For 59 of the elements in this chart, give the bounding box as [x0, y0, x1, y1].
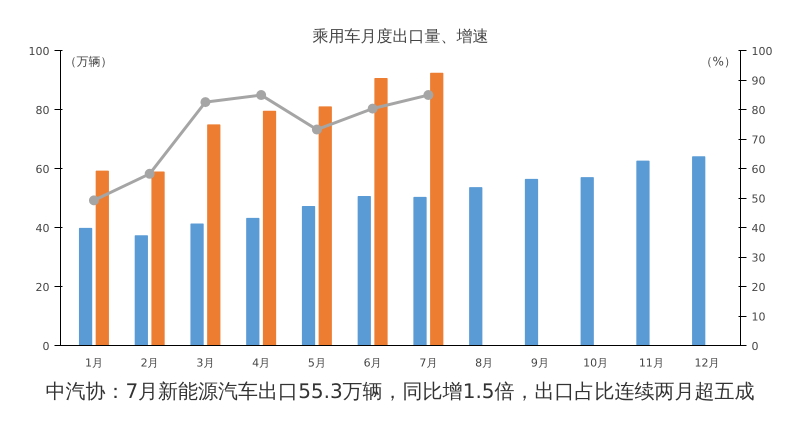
point — [256, 90, 266, 100]
x-tick-label: 10月 — [583, 356, 608, 370]
x-tick-label: 1月 — [84, 356, 103, 370]
x-tick-label: 2月 — [140, 356, 159, 370]
y2-tick-label: 80 — [752, 104, 766, 117]
y2-tick-label: 30 — [752, 252, 766, 264]
bar — [358, 196, 371, 346]
bar — [302, 206, 316, 346]
y2-tick-label: 40 — [752, 222, 766, 235]
bar — [636, 160, 650, 346]
x-tick-label: 4月 — [252, 356, 270, 370]
point — [368, 104, 378, 114]
y-tick-label: 60 — [36, 163, 50, 176]
y2-tick-label: 60 — [752, 163, 766, 176]
bar — [469, 187, 482, 346]
bar — [262, 110, 276, 346]
y2-tick-label: 10 — [752, 310, 766, 324]
x-tick-label: 12月 — [694, 356, 720, 370]
bar — [246, 218, 260, 346]
y-tick-label: 20 — [36, 281, 50, 294]
x-tick-label: 8月 — [475, 356, 494, 370]
point — [144, 168, 155, 179]
y-tick-label: 80 — [36, 104, 50, 117]
y2-tick-label: 20 — [752, 281, 766, 294]
point — [200, 97, 210, 108]
y2-tick-label: 90 — [752, 74, 766, 88]
y-tick-label: 40 — [36, 222, 50, 235]
point — [312, 124, 322, 135]
bar — [374, 78, 388, 346]
bar — [580, 177, 594, 346]
bar — [78, 228, 92, 346]
bar — [430, 72, 444, 346]
y-tick-label: 0 — [42, 340, 50, 353]
x-tick-label: 3月 — [196, 356, 214, 370]
y2-tick-label: 0 — [752, 340, 758, 353]
bar — [692, 156, 706, 346]
point — [423, 90, 434, 100]
point — [88, 195, 99, 206]
bar — [96, 170, 109, 346]
y2-tick-label: 50 — [752, 192, 766, 206]
x-tick-label: 7月 — [419, 356, 438, 370]
bar — [413, 196, 427, 346]
x-tick-label: 6月 — [364, 356, 382, 370]
bar — [318, 106, 332, 346]
bar — [207, 124, 220, 346]
x-tick-label: 9月 — [530, 356, 549, 370]
y-tick-label: 100 — [28, 45, 50, 58]
y-axis-title: （万辆） — [64, 54, 112, 68]
bar — [134, 235, 148, 346]
bar — [524, 178, 538, 346]
x-tick-label: 11月 — [638, 356, 664, 370]
text: 中汽协：7月新能源汽车出口55.3万辆，同比增1.5倍，出口占比连续两月超五成 — [45, 378, 755, 405]
y2-tick-label: 70 — [752, 134, 766, 146]
x-tick-label: 5月 — [308, 356, 326, 370]
chart-title: 乘用车月度出口量、增速 — [312, 26, 488, 46]
y2-tick-label: 100 — [752, 45, 772, 58]
bar — [151, 172, 165, 346]
y2-axis-title: （%） — [700, 54, 736, 68]
bar — [190, 223, 204, 346]
